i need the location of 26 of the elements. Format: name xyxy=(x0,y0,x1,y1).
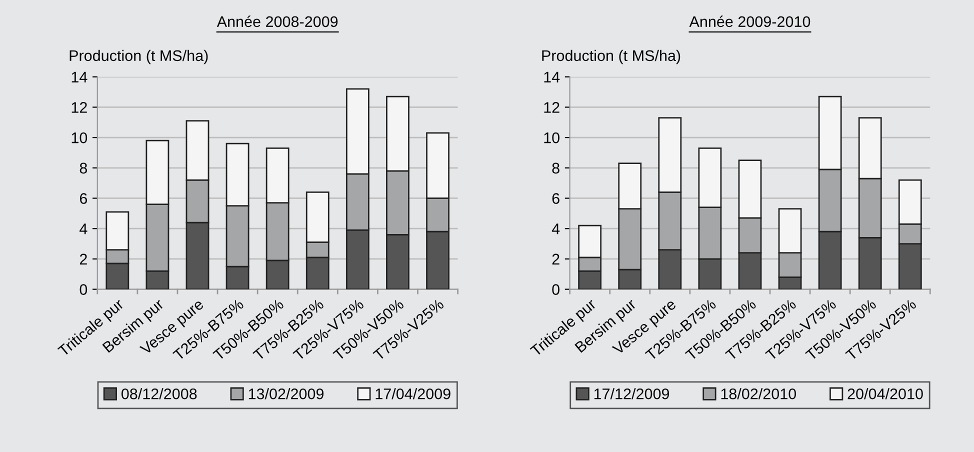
y-tick-label: 10 xyxy=(72,132,88,144)
y-tick-label: 14 xyxy=(72,72,88,82)
legend-label: 13/02/2009 xyxy=(248,388,324,400)
y-tick-label: 6 xyxy=(80,193,88,204)
y-tick-label: 12 xyxy=(72,102,87,113)
y-tick-label: 2 xyxy=(80,254,87,264)
y-tick-label: 0 xyxy=(80,284,88,295)
y-tick-label: 14 xyxy=(544,72,560,82)
y-axis-title: Production (t MS/ha) xyxy=(542,50,680,64)
y-tick-label: 8 xyxy=(80,162,88,174)
y-tick-label: 12 xyxy=(544,102,560,113)
chart-title: Année 2008-2009 xyxy=(216,16,338,28)
y-axis-title: Production (t MS/ha) xyxy=(70,50,208,64)
legend-label: 17/04/2009 xyxy=(376,388,450,400)
y-tick-label: 8 xyxy=(552,162,560,174)
y-tick-label: 6 xyxy=(552,193,560,204)
y-tick-label: 4 xyxy=(552,224,560,234)
y-tick-label: 2 xyxy=(552,254,560,264)
legend-label: 08/12/2008 xyxy=(121,388,197,400)
legend-label: 18/02/2010 xyxy=(721,388,796,400)
y-tick-label: 0 xyxy=(552,284,560,295)
y-tick-label: 4 xyxy=(80,224,88,234)
legend-label: 17/12/2009 xyxy=(594,388,670,400)
chart-title: Année 2009-2010 xyxy=(689,16,810,28)
legend-label: 20/04/2010 xyxy=(848,388,923,400)
y-tick-label: 10 xyxy=(544,132,560,144)
